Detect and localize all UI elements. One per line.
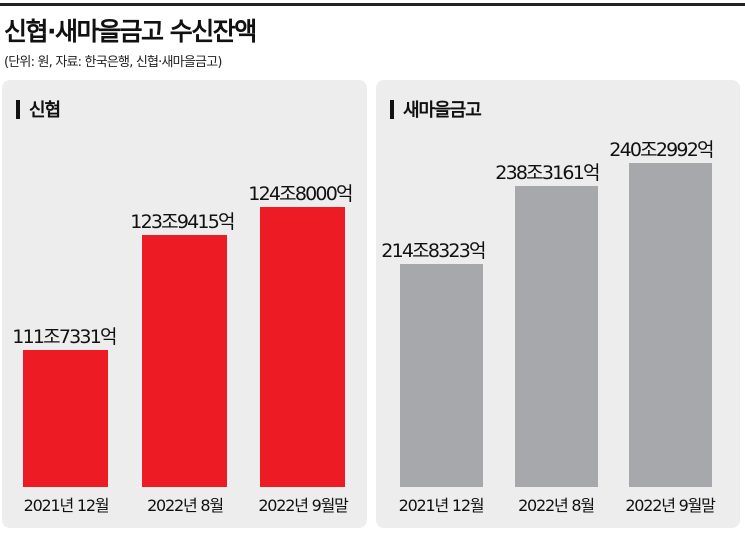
panel-title: 신협	[16, 96, 61, 122]
category-label: 2021년 12월	[398, 496, 485, 515]
panel-saemaul: 새마을금고 214조8323억 238조3161억 240조2992억 2021…	[376, 80, 740, 528]
category-label: 2021년 12월	[23, 496, 110, 515]
category-label: 2022년 8월	[147, 496, 224, 515]
category-label: 2022년 9월말	[625, 496, 716, 515]
value-label: 111조7331억	[12, 326, 117, 348]
category-label: 2022년 9월말	[258, 496, 349, 515]
chart-title: 신협·새마을금고 수신잔액	[4, 17, 257, 46]
panel-title: 새마을금고	[390, 96, 482, 122]
bar-2022-08	[142, 235, 227, 487]
value-label: 214조8323억	[381, 240, 486, 262]
panel-title-text: 신협	[29, 100, 61, 121]
bar-2021-12	[23, 350, 108, 487]
chart-subtitle: (단위: 원, 자료: 한국은행, 신협·새마을금고)	[4, 55, 222, 70]
value-label: 240조2992억	[609, 139, 714, 161]
bar-2022-09	[260, 207, 345, 487]
bar-2021-12	[400, 264, 483, 487]
category-label: 2022년 8월	[518, 496, 595, 515]
value-label: 124조8000억	[248, 183, 353, 205]
title-marker-icon	[390, 99, 394, 119]
value-label: 238조3161억	[495, 162, 600, 184]
title-marker-icon	[16, 99, 20, 119]
panel-shinhyup: 신협 111조7331억 123조9415억 124조8000억 2021년 1…	[2, 80, 367, 528]
bar-2022-08	[515, 186, 598, 487]
panel-title-text: 새마을금고	[403, 100, 482, 121]
bar-2022-09	[629, 163, 712, 487]
top-rule	[0, 3, 745, 6]
value-label: 123조9415억	[130, 211, 235, 233]
